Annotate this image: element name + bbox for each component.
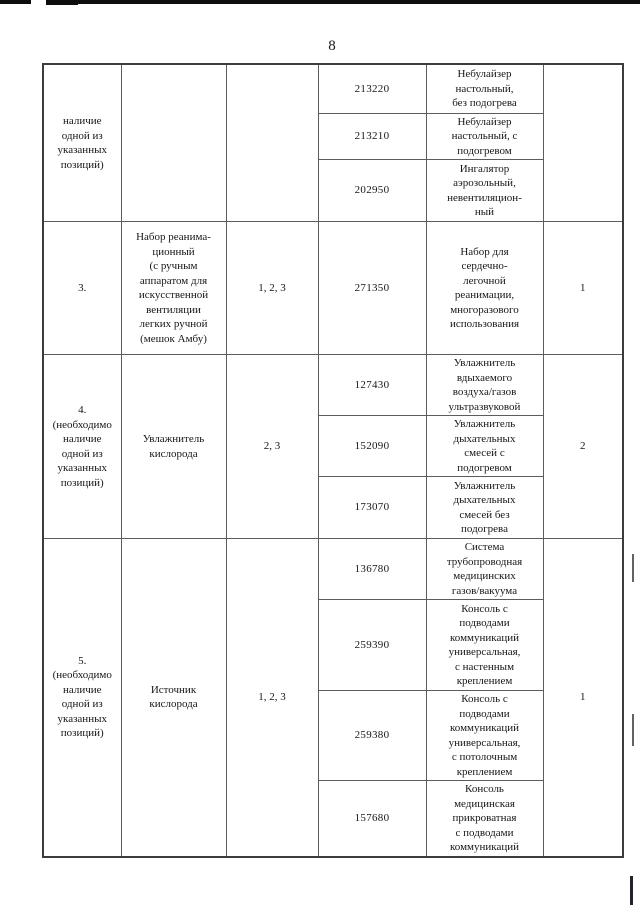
scan-edge-right-line: [630, 876, 633, 905]
scan-edge-top-bar: [0, 0, 640, 4]
cell-product-code: 136780: [317, 538, 427, 600]
cell-product-name: Система трубопроводная медицинских газов…: [425, 538, 544, 600]
cell-quantity: 1: [542, 538, 624, 857]
cell-rooms: 1, 2, 3: [225, 221, 319, 355]
cell-product-code: 259390: [317, 599, 427, 691]
page-number: 8: [328, 38, 336, 54]
cell-product-code: 152090: [317, 415, 427, 477]
scan-edge-top-gap: [31, 0, 46, 5]
cell-product-name: Ингалятор аэрозольный, невентиляцион- ны…: [425, 159, 544, 222]
table-row: 3. Набор реанима- ционный (с ручным аппа…: [42, 221, 624, 355]
cell-product-code: 213220: [317, 63, 427, 114]
cell-product-name: Консоль медицинская прикроватная с подво…: [425, 780, 544, 857]
cell-product-name: Консоль с подводами коммуникаций универс…: [425, 690, 544, 781]
cell-product-code: 202950: [317, 159, 427, 222]
cell-equipment-name: [120, 63, 227, 222]
cell-product-code: 157680: [317, 780, 427, 857]
cell-item-number: 3.: [42, 221, 122, 355]
table-row: 157680 Консоль медицинская прикроватная …: [43, 780, 623, 857]
cell-rooms: 2, 3: [225, 354, 319, 539]
table-row: 213210 Небулайзер настольный, с подогрев…: [43, 112, 623, 160]
cell-product-code: 213210: [317, 112, 427, 160]
table-row: 173070 Увлажнитель дыхательных смесей бе…: [43, 476, 623, 539]
table-row: 5. (необходимо наличие одной из указанны…: [42, 538, 624, 857]
cell-quantity: [542, 63, 624, 222]
table-row: 259380 Консоль с подводами коммуникаций …: [43, 690, 623, 781]
scan-edge-right-tick: [632, 714, 634, 746]
cell-item-number: 5. (необходимо наличие одной из указанны…: [42, 538, 122, 857]
cell-product-name: Небулайзер настольный, с подогревом: [425, 112, 544, 160]
cell-product-name: Увлажнитель дыхательных смесей с подогре…: [425, 415, 544, 477]
cell-product-code: 259380: [317, 690, 427, 781]
table-row: 259390 Консоль с подводами коммуникаций …: [43, 599, 623, 691]
scan-edge-top-blob: [46, 0, 78, 5]
cell-equipment-name: Набор реанима- ционный (с ручным аппарат…: [120, 221, 227, 355]
cell-quantity: 2: [542, 354, 624, 539]
equipment-table: наличие одной из указанных позиций) 2132…: [42, 63, 624, 858]
scan-edge-right-tick: [632, 554, 634, 582]
cell-product-code: 173070: [317, 476, 427, 539]
table-row: 202950 Ингалятор аэрозольный, невентиляц…: [43, 159, 623, 222]
cell-item-number: наличие одной из указанных позиций): [42, 63, 122, 222]
cell-item-number: 4. (необходимо наличие одной из указанны…: [42, 354, 122, 539]
cell-product-name: Увлажнитель дыхательных смесей без подог…: [425, 476, 544, 539]
cell-product-code: 271350: [317, 221, 427, 355]
table-row: наличие одной из указанных позиций) 2132…: [42, 63, 624, 222]
cell-product-name: Небулайзер настольный, без подогрева: [425, 63, 544, 114]
cell-product-name: Набор для сердечно- легочной реанимации,…: [425, 221, 544, 355]
cell-rooms: 1, 2, 3: [225, 538, 319, 857]
table-row: 4. (необходимо наличие одной из указанны…: [42, 354, 624, 539]
table-row: 152090 Увлажнитель дыхательных смесей с …: [43, 415, 623, 477]
cell-equipment-name: Увлажнитель кислорода: [120, 354, 227, 539]
cell-product-name: Консоль с подводами коммуникаций универс…: [425, 599, 544, 691]
cell-quantity: 1: [542, 221, 624, 355]
cell-rooms: [225, 63, 319, 222]
cell-equipment-name: Источник кислорода: [120, 538, 227, 857]
cell-product-code: 127430: [317, 354, 427, 416]
cell-product-name: Увлажнитель вдыхаемого воздуха/газов уль…: [425, 354, 544, 416]
